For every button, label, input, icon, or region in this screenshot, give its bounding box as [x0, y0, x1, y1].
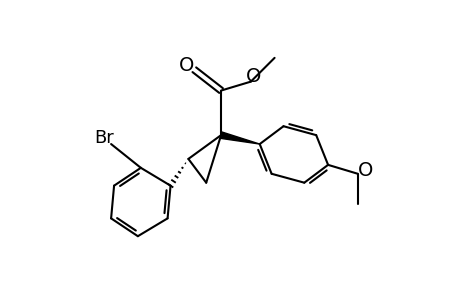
Text: Br: Br: [94, 128, 113, 146]
Text: O: O: [179, 56, 194, 75]
Polygon shape: [220, 132, 259, 144]
Text: O: O: [246, 67, 261, 86]
Text: O: O: [357, 161, 372, 180]
